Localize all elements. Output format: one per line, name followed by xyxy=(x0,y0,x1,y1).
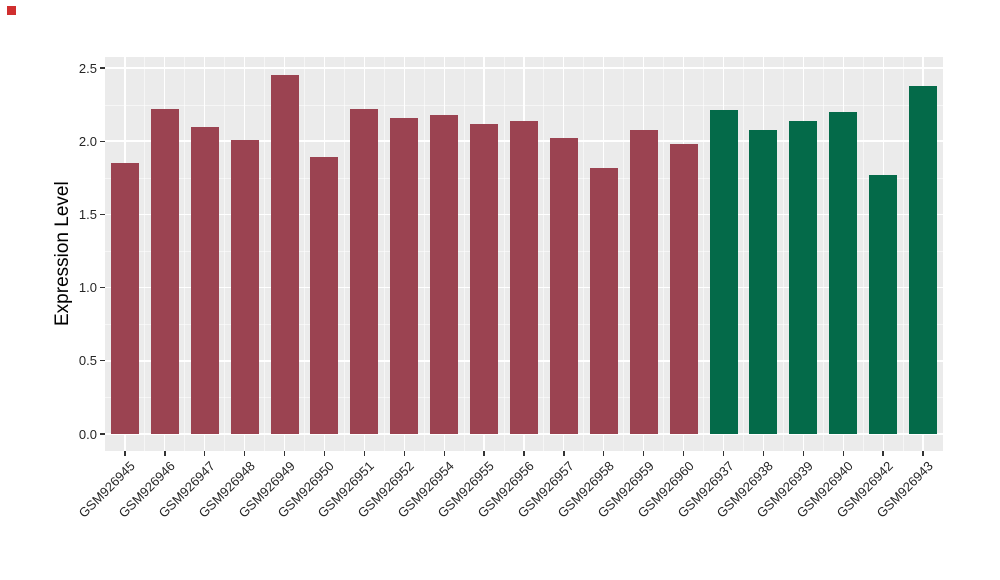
vertical-minor-gridline xyxy=(703,57,705,451)
x-tick-mark xyxy=(204,451,206,456)
vertical-minor-gridline xyxy=(304,57,306,451)
bar-GSM926938 xyxy=(749,129,778,434)
y-tick-label: 2.0 xyxy=(78,133,97,149)
corner-marker xyxy=(7,6,16,15)
vertical-minor-gridline xyxy=(543,57,545,451)
y-tick-mark xyxy=(100,67,105,69)
bar-GSM926943 xyxy=(909,85,938,434)
vertical-minor-gridline xyxy=(264,57,266,451)
bar-GSM926940 xyxy=(829,111,858,434)
bar-GSM926952 xyxy=(390,117,419,434)
x-tick-mark xyxy=(363,451,366,456)
y-tick-label: 1.0 xyxy=(78,280,97,296)
x-tick-mark xyxy=(603,451,605,456)
x-tick-mark xyxy=(443,451,445,456)
y-tick-mark xyxy=(100,213,105,216)
bar-GSM926937 xyxy=(709,110,738,434)
vertical-minor-gridline xyxy=(383,57,385,451)
bar-GSM926960 xyxy=(669,144,698,434)
x-tick-mark xyxy=(762,451,765,456)
x-tick-mark xyxy=(164,451,166,456)
x-tick-mark xyxy=(244,451,246,456)
x-tick-mark xyxy=(722,451,725,456)
y-axis-title: Expression Level xyxy=(52,181,73,327)
x-tick-mark xyxy=(124,451,126,456)
vertical-minor-gridline xyxy=(224,57,226,451)
bar-GSM926948 xyxy=(230,139,259,434)
bar-GSM926945 xyxy=(110,163,139,434)
x-tick-mark xyxy=(483,451,485,456)
y-tick-mark xyxy=(100,360,105,362)
vertical-minor-gridline xyxy=(862,57,864,451)
bar-GSM926946 xyxy=(150,109,179,434)
bar-GSM926951 xyxy=(350,109,379,434)
x-tick-mark xyxy=(283,451,286,456)
vertical-minor-gridline xyxy=(822,57,824,451)
vertical-minor-gridline xyxy=(144,57,146,451)
bar-GSM926956 xyxy=(510,120,538,434)
vertical-minor-gridline xyxy=(184,57,186,451)
x-tick-mark xyxy=(323,451,326,456)
vertical-minor-gridline xyxy=(463,57,465,451)
vertical-minor-gridline xyxy=(742,57,744,451)
x-tick-mark xyxy=(922,451,924,456)
y-tick-mark xyxy=(100,433,105,435)
x-tick-mark xyxy=(563,451,565,456)
y-tick-mark xyxy=(100,286,105,289)
bar-GSM926939 xyxy=(789,120,818,434)
y-tick-label: 2.5 xyxy=(78,60,97,76)
vertical-minor-gridline xyxy=(902,57,904,451)
x-tick-mark xyxy=(403,451,405,456)
vertical-minor-gridline xyxy=(782,57,784,451)
vertical-minor-gridline xyxy=(583,57,585,451)
vertical-minor-gridline xyxy=(423,57,425,451)
bar-GSM926947 xyxy=(190,126,219,434)
bar-GSM926955 xyxy=(470,123,499,434)
x-tick-mark xyxy=(802,451,804,456)
y-tick-label: 0.0 xyxy=(78,426,97,442)
vertical-minor-gridline xyxy=(503,57,505,451)
x-tick-mark xyxy=(523,451,525,456)
x-tick-mark xyxy=(842,451,844,456)
x-tick-mark xyxy=(643,451,645,456)
bar-GSM926954 xyxy=(430,114,459,434)
vertical-minor-gridline xyxy=(343,57,345,451)
vertical-minor-gridline xyxy=(623,57,625,451)
bar-GSM926957 xyxy=(549,138,578,434)
y-tick-label: 1.5 xyxy=(78,206,97,222)
y-tick-label: 0.5 xyxy=(78,353,97,369)
bar-GSM926950 xyxy=(310,157,339,434)
bar-GSM926958 xyxy=(589,167,618,434)
y-tick-mark xyxy=(100,140,105,142)
bar-GSM926959 xyxy=(629,129,658,434)
bar-GSM926942 xyxy=(869,174,898,434)
plot-panel xyxy=(105,57,943,451)
vertical-minor-gridline xyxy=(663,57,665,451)
x-tick-mark xyxy=(882,451,884,456)
bar-GSM926949 xyxy=(270,75,299,434)
x-tick-mark xyxy=(682,451,685,456)
